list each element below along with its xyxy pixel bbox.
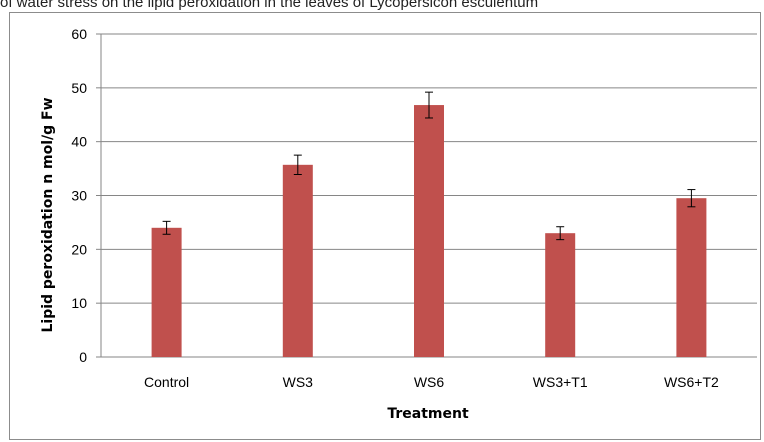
- y-tick-label: 0: [79, 349, 87, 365]
- chart-frame: [9, 12, 761, 440]
- y-tick-label: 60: [71, 26, 87, 42]
- figure-caption: of water stress on the lipid peroxidatio…: [0, 0, 539, 11]
- y-tick-label: 50: [71, 80, 87, 96]
- x-tick-label: WS6: [414, 374, 445, 390]
- bar: [545, 233, 576, 357]
- y-axis-title: Lipid peroxidation n mol/g Fw: [40, 97, 56, 332]
- x-tick-label: Control: [144, 374, 189, 390]
- x-tick-label: WS3+T1: [533, 374, 588, 390]
- y-tick-label: 20: [71, 241, 87, 257]
- x-tick-label: WS6+T2: [664, 374, 719, 390]
- y-tick-label: 10: [71, 295, 87, 311]
- x-tick-label: WS3: [283, 374, 314, 390]
- y-tick-label: 30: [71, 188, 87, 204]
- bar: [151, 227, 182, 357]
- bar: [676, 198, 707, 357]
- bar: [414, 105, 444, 357]
- x-axis-title: Treatment: [387, 406, 469, 422]
- y-tick-label: 40: [71, 134, 87, 150]
- bar: [282, 164, 313, 357]
